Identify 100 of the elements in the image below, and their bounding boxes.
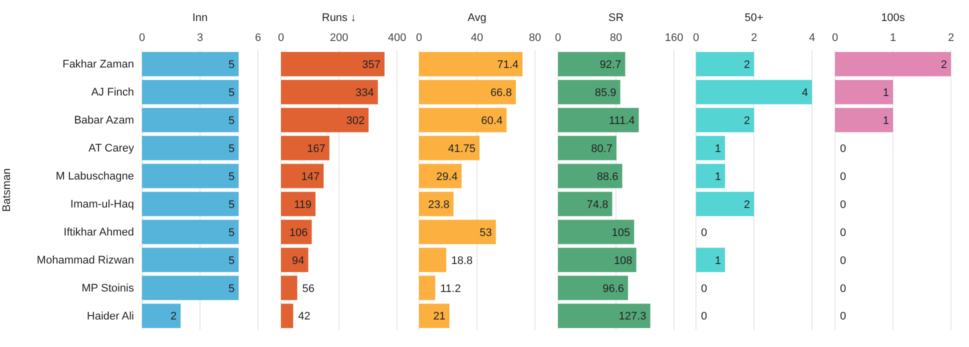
bar: [696, 136, 726, 160]
x-tick-label: 80: [610, 32, 622, 44]
chart-title: Inn: [192, 12, 208, 24]
x-tick-label: 0: [693, 32, 700, 44]
bar: [696, 52, 754, 76]
bar: [280, 108, 368, 132]
x-tick-label: 400: [387, 32, 406, 44]
bar: [280, 164, 324, 188]
x-tick-label: 160: [664, 32, 683, 44]
data-label: 5: [228, 142, 235, 155]
data-label: 94: [292, 254, 304, 267]
bar: [558, 276, 628, 300]
data-label: 2: [744, 198, 750, 211]
data-label: 0: [701, 282, 708, 295]
data-label: 1: [882, 86, 889, 99]
bar: [696, 248, 726, 272]
x-tick-label: 40: [471, 32, 484, 44]
x-tick-label: 1: [890, 32, 896, 44]
x-tick-label: 0: [416, 32, 422, 44]
data-label: 1: [715, 254, 722, 267]
y-axis-title: Batsman: [1, 168, 13, 212]
data-label: 106: [288, 226, 308, 239]
data-label: 80.7: [590, 142, 612, 155]
data-label: 1: [715, 170, 722, 183]
x-tick-label: 0: [278, 32, 284, 44]
data-label: 29.4: [436, 170, 458, 183]
x-tick-label: 0: [554, 32, 561, 44]
data-label: 0: [840, 226, 846, 239]
bar: [696, 192, 754, 216]
data-label: 42: [298, 310, 310, 323]
data-label: 1: [715, 142, 722, 155]
x-tick-label: 6: [254, 32, 262, 44]
data-label: 1: [882, 114, 889, 127]
data-label: 71.4: [497, 58, 519, 71]
data-label: 4: [802, 86, 808, 99]
data-label: 0: [840, 170, 846, 183]
bar: [419, 304, 450, 328]
data-label: 2: [744, 58, 750, 71]
y-tick-label: Iftikhar Ahmed: [64, 226, 134, 238]
data-label: 111.4: [608, 114, 635, 127]
data-label: 2: [744, 114, 750, 127]
data-label: 0: [840, 142, 846, 155]
bar: [419, 164, 462, 188]
bar: [280, 276, 297, 300]
bar: [280, 248, 308, 272]
data-label: 357: [362, 58, 380, 71]
bar: [280, 80, 378, 104]
bar: [419, 80, 516, 104]
data-label: 53: [480, 226, 492, 239]
chart-title: SR: [608, 12, 624, 24]
y-tick-label: Mohammad Rizwan: [36, 254, 134, 266]
bar: [696, 108, 754, 132]
bar: [419, 276, 436, 300]
bar: [419, 220, 496, 244]
data-label: 127.3: [618, 310, 646, 323]
chart-title: 100s: [881, 12, 906, 24]
bar: [558, 220, 634, 244]
bar: [558, 248, 636, 272]
data-label: 92.7: [600, 58, 622, 71]
data-label: 105: [612, 226, 630, 239]
data-label: 74.8: [586, 198, 608, 211]
bar: [558, 52, 626, 76]
data-label: 5: [228, 282, 235, 295]
x-tick-label: 4: [809, 32, 816, 44]
bar: [419, 248, 446, 272]
x-tick-label: 80: [529, 32, 542, 44]
y-tick-label: Babar Azam: [74, 114, 134, 127]
data-label: 2: [940, 58, 947, 71]
bar: [558, 164, 622, 188]
data-label: 0: [840, 310, 846, 323]
bar: [558, 304, 650, 328]
x-tick-label: 0: [138, 32, 146, 44]
bar: [280, 52, 384, 76]
bar: [419, 108, 507, 132]
chart-title: Avg: [468, 12, 487, 24]
y-tick-label: Haider Ali: [86, 310, 134, 322]
data-label: 302: [346, 114, 364, 127]
data-label: 147: [300, 170, 320, 183]
y-tick-label: Imam-ul-Haq: [70, 198, 134, 211]
data-label: 0: [840, 282, 846, 295]
data-label: 5: [228, 170, 235, 183]
bar: [419, 52, 523, 76]
data-label: 60.4: [481, 114, 503, 127]
bar: [558, 108, 639, 132]
x-tick-label: 200: [329, 32, 348, 44]
bar: [280, 304, 293, 328]
data-label: 88.6: [596, 170, 618, 183]
data-label: 5: [228, 58, 235, 71]
data-label: 5: [228, 86, 235, 99]
bar: [280, 136, 330, 160]
chart-title: 50+: [745, 12, 764, 24]
data-label: 5: [228, 114, 235, 127]
data-label: 119: [294, 198, 312, 211]
data-label: 167: [306, 142, 326, 155]
data-label: 108: [614, 254, 632, 267]
bar: [558, 136, 616, 160]
data-label: 5: [228, 226, 235, 239]
data-label: 0: [840, 254, 846, 267]
bar: [558, 80, 620, 104]
bar: [558, 192, 612, 216]
